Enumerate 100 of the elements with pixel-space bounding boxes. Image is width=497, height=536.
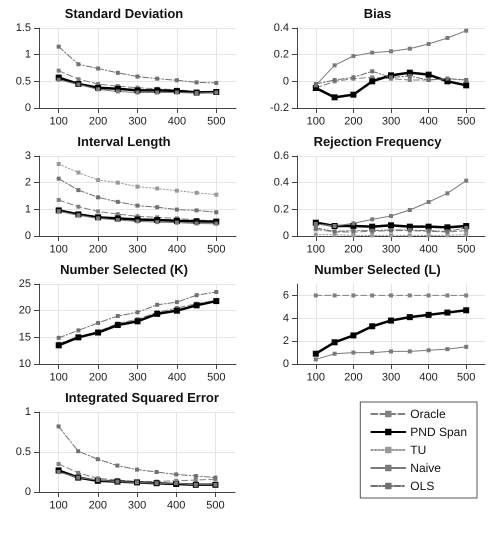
point xyxy=(351,54,356,58)
point xyxy=(406,314,413,320)
x-tick-label: 100 xyxy=(50,116,68,128)
point xyxy=(332,94,338,100)
point xyxy=(426,42,431,46)
chart-title: Number Selected (L) xyxy=(314,262,441,277)
x-tick-label: 400 xyxy=(168,116,186,128)
point xyxy=(174,308,180,314)
point xyxy=(56,162,61,166)
point xyxy=(56,342,62,348)
point xyxy=(96,66,100,71)
point xyxy=(408,208,412,212)
point xyxy=(389,349,393,354)
point xyxy=(426,312,432,318)
x-tick-label: 100 xyxy=(306,244,325,256)
point xyxy=(174,188,179,193)
point xyxy=(135,468,139,472)
point xyxy=(214,80,218,85)
chart-title: Number Selected (K) xyxy=(60,262,188,277)
point xyxy=(194,221,199,226)
y-tick-label: 0.5 xyxy=(16,446,31,458)
y-tick-label: 1 xyxy=(24,203,31,216)
point xyxy=(332,293,337,298)
point xyxy=(389,233,393,238)
x-tick-label: 100 xyxy=(306,116,325,128)
point xyxy=(464,293,468,298)
point xyxy=(214,222,218,226)
y-tick-label: 0.4 xyxy=(274,176,289,189)
point xyxy=(426,293,431,298)
point xyxy=(56,198,61,202)
point xyxy=(76,62,80,66)
point xyxy=(56,68,61,73)
x-tick-label: 300 xyxy=(382,244,400,256)
point xyxy=(155,220,160,224)
point xyxy=(426,72,432,78)
point xyxy=(194,474,198,478)
point xyxy=(332,63,337,68)
point xyxy=(408,46,412,51)
point xyxy=(445,191,450,196)
point xyxy=(351,293,356,298)
point xyxy=(154,470,159,474)
point xyxy=(76,204,80,209)
y-tick-label: 0 xyxy=(282,75,289,88)
point xyxy=(56,424,61,428)
x-tick-label: 500 xyxy=(207,244,226,256)
point xyxy=(96,178,100,182)
point xyxy=(445,293,450,298)
point xyxy=(332,352,337,356)
point xyxy=(136,310,140,314)
x-tick-label: 300 xyxy=(128,500,146,512)
point xyxy=(214,290,218,294)
point xyxy=(114,322,121,328)
point xyxy=(155,205,160,210)
legend-label: Oracle xyxy=(410,407,446,421)
point xyxy=(332,339,338,346)
legend-label: OLS xyxy=(410,479,434,493)
point xyxy=(350,332,356,338)
point xyxy=(463,82,470,88)
y-tick-label: 1 xyxy=(24,48,31,61)
point xyxy=(314,232,318,237)
point xyxy=(136,219,140,224)
y-tick-label: 1.5 xyxy=(16,22,31,34)
point xyxy=(116,218,120,222)
point xyxy=(174,220,179,225)
point xyxy=(369,78,376,84)
x-tick-label: 200 xyxy=(88,372,108,384)
x-tick-label: 500 xyxy=(207,116,226,128)
x-tick-label: 200 xyxy=(344,116,363,128)
chart-title: Rejection Frequency xyxy=(314,134,442,149)
x-tick-label: 100 xyxy=(306,372,325,384)
point xyxy=(408,293,412,298)
point xyxy=(351,350,356,355)
y-tick-label: 0 xyxy=(24,230,31,242)
x-tick-label: 500 xyxy=(206,500,225,512)
point xyxy=(464,226,468,230)
y-tick-label: 2 xyxy=(24,176,31,189)
point xyxy=(464,344,468,349)
point xyxy=(116,89,120,94)
x-tick-label: 500 xyxy=(457,244,476,256)
chart-title: Bias xyxy=(364,6,392,21)
x-tick-label: 400 xyxy=(419,116,438,128)
y-tick-label: 6 xyxy=(282,289,289,302)
x-tick-label: 200 xyxy=(88,244,108,256)
point xyxy=(350,92,356,98)
point xyxy=(76,170,80,175)
point xyxy=(134,318,140,324)
chart-title: Interval Length xyxy=(77,134,171,149)
point xyxy=(389,214,393,218)
point xyxy=(56,78,61,82)
point xyxy=(56,462,61,466)
point xyxy=(136,74,140,79)
point xyxy=(314,293,318,298)
point xyxy=(370,69,374,74)
y-tick-label: 25 xyxy=(18,278,31,290)
point xyxy=(370,233,374,238)
point xyxy=(445,347,450,352)
point xyxy=(370,293,374,298)
point xyxy=(76,188,80,192)
y-tick-label: 1 xyxy=(24,406,31,418)
point xyxy=(116,70,120,75)
